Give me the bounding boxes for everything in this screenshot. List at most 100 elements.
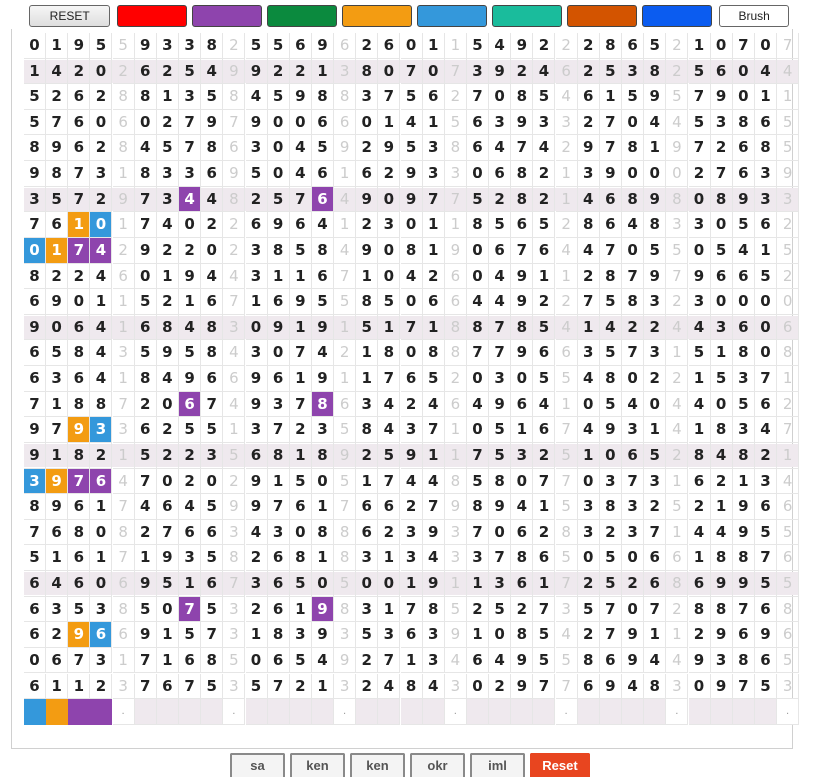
- grid-cell[interactable]: 3: [223, 673, 246, 700]
- grid-cell[interactable]: 7: [156, 519, 179, 546]
- grid-cell[interactable]: 1: [46, 237, 69, 264]
- grid-cell[interactable]: 4: [112, 468, 135, 495]
- grid-cell[interactable]: 5: [24, 109, 46, 136]
- grid-cell[interactable]: 7: [599, 622, 622, 648]
- grid-cell[interactable]: 1: [179, 571, 202, 597]
- grid-cell[interactable]: 7: [201, 391, 224, 418]
- grid-cell[interactable]: 5: [289, 571, 312, 597]
- grid-cell[interactable]: 2: [223, 237, 246, 264]
- grid-cell[interactable]: 0: [134, 263, 157, 290]
- grid-cell[interactable]: 7: [777, 417, 800, 443]
- grid-cell[interactable]: 9: [511, 289, 534, 315]
- grid-cell[interactable]: 5: [577, 596, 600, 623]
- grid-cell[interactable]: 5: [134, 289, 157, 315]
- grid-cell[interactable]: 5: [710, 366, 733, 392]
- grid-cell[interactable]: 8: [311, 391, 334, 418]
- grid-cell[interactable]: 6: [732, 314, 755, 341]
- grid-cell[interactable]: 5: [134, 442, 157, 469]
- grid-cell[interactable]: 3: [24, 468, 46, 495]
- grid-cell[interactable]: 2: [68, 58, 91, 85]
- grid-cell[interactable]: 9: [46, 289, 69, 315]
- grid-cell[interactable]: 2: [400, 494, 423, 520]
- grid-cell[interactable]: 4: [732, 237, 755, 264]
- grid-cell[interactable]: 8: [134, 161, 157, 187]
- swatch-blue[interactable]: [642, 5, 713, 27]
- grid-cell[interactable]: 5: [644, 237, 667, 264]
- grid-cell[interactable]: 5: [156, 571, 179, 597]
- grid-cell[interactable]: 0: [622, 109, 645, 136]
- grid-cell[interactable]: 9: [223, 494, 246, 520]
- grid-cell[interactable]: 7: [24, 212, 46, 238]
- grid-cell[interactable]: 1: [644, 417, 667, 443]
- grid-cell[interactable]: 4: [378, 417, 401, 443]
- grid-cell[interactable]: 1: [311, 494, 334, 520]
- grid-cell[interactable]: 6: [732, 135, 755, 162]
- grid-cell[interactable]: 1: [46, 545, 69, 571]
- grid-cell[interactable]: 7: [134, 673, 157, 700]
- grid-cell[interactable]: 5: [754, 519, 777, 546]
- grid-cell[interactable]: 5: [334, 289, 357, 315]
- grid-cell[interactable]: 4: [666, 417, 689, 443]
- grid-cell[interactable]: 7: [467, 340, 489, 367]
- grid-cell[interactable]: 3: [422, 135, 445, 162]
- grid-cell[interactable]: 6: [622, 442, 645, 469]
- grid-cell[interactable]: 9: [688, 263, 711, 290]
- swatch-purple[interactable]: [192, 5, 263, 27]
- grid-cell[interactable]: 5: [533, 84, 556, 110]
- grid-cell[interactable]: 1: [444, 571, 467, 597]
- grid-cell[interactable]: 6: [732, 622, 755, 648]
- grid-cell[interactable]: 3: [577, 519, 600, 546]
- grid-cell[interactable]: 9: [46, 135, 69, 162]
- grid-cell[interactable]: 2: [688, 161, 711, 187]
- grid-cell[interactable]: 6: [666, 545, 689, 571]
- grid-cell[interactable]: 9: [156, 340, 179, 367]
- grid-cell[interactable]: 5: [289, 647, 312, 674]
- grid-cell[interactable]: 8: [201, 647, 224, 674]
- grid-cell[interactable]: 9: [599, 161, 622, 187]
- grid-cell[interactable]: 5: [555, 545, 578, 571]
- grid-cell[interactable]: 5: [334, 571, 357, 597]
- grid-cell[interactable]: 8: [710, 186, 733, 213]
- grid-cell[interactable]: 7: [68, 647, 91, 674]
- grid-cell[interactable]: 4: [577, 417, 600, 443]
- grid-cell[interactable]: 6: [90, 622, 113, 648]
- grid-cell[interactable]: 4: [156, 366, 179, 392]
- grid-cell[interactable]: 8: [46, 161, 69, 187]
- grid-cell[interactable]: 8: [134, 84, 157, 110]
- grid-cell[interactable]: 6: [444, 263, 467, 290]
- grid-cell[interactable]: 7: [289, 340, 312, 367]
- grid-cell[interactable]: 5: [777, 571, 800, 597]
- grid-cell[interactable]: 7: [555, 468, 578, 495]
- grid-cell[interactable]: 3: [599, 468, 622, 495]
- grid-cell[interactable]: 8: [156, 314, 179, 341]
- grid-cell[interactable]: 3: [577, 340, 600, 367]
- grid-cell[interactable]: 5: [666, 237, 689, 264]
- save-button[interactable]: sa: [230, 753, 285, 777]
- grid-cell[interactable]: 5: [555, 494, 578, 520]
- grid-cell[interactable]: 3: [489, 366, 512, 392]
- grid-cell[interactable]: 6: [444, 391, 467, 418]
- grid-cell[interactable]: 3: [223, 314, 246, 341]
- grid-cell[interactable]: 2: [555, 212, 578, 238]
- grid-cell[interactable]: 1: [666, 519, 689, 546]
- grid-cell[interactable]: 5: [24, 545, 46, 571]
- empty-cell[interactable]: [267, 699, 290, 725]
- grid-cell[interactable]: 6: [267, 366, 290, 392]
- grid-cell[interactable]: 9: [511, 263, 534, 290]
- grid-cell[interactable]: 8: [201, 33, 224, 59]
- grid-cell[interactable]: 4: [289, 161, 312, 187]
- grid-cell[interactable]: 3: [710, 314, 733, 341]
- grid-cell[interactable]: 1: [754, 237, 777, 264]
- grid-cell[interactable]: 3: [688, 212, 711, 238]
- grid-cell[interactable]: 9: [644, 84, 667, 110]
- grid-cell[interactable]: 2: [289, 417, 312, 443]
- grid-cell[interactable]: 2: [467, 596, 489, 623]
- grid-cell[interactable]: 4: [311, 647, 334, 674]
- grid-cell[interactable]: 7: [422, 186, 445, 213]
- grid-cell[interactable]: 5: [467, 186, 489, 213]
- grid-cell[interactable]: 1: [777, 366, 800, 392]
- grid-cell[interactable]: 3: [444, 545, 467, 571]
- grid-cell[interactable]: 0: [644, 161, 667, 187]
- grid-cell[interactable]: 1: [378, 596, 401, 623]
- grid-cell[interactable]: 6: [577, 84, 600, 110]
